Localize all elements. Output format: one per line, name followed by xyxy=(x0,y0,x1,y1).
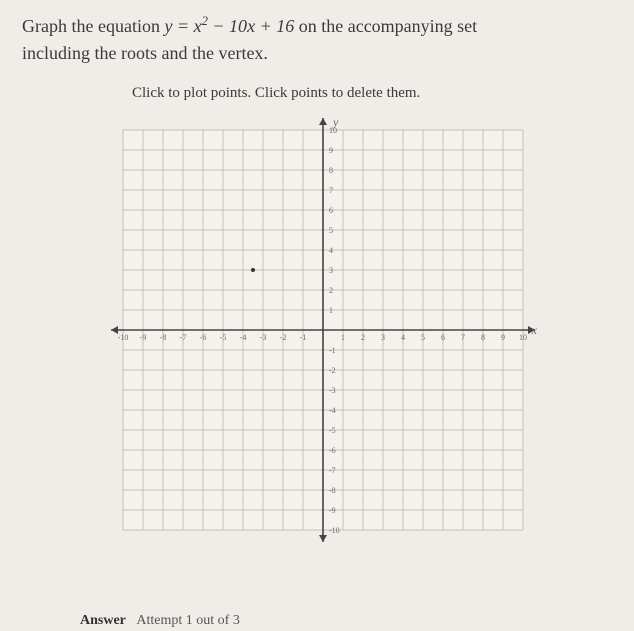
coordinate-plane[interactable]: -10-9-8-7-6-5-4-3-2-11234567891010987654… xyxy=(103,110,543,550)
svg-text:-2: -2 xyxy=(280,333,287,342)
svg-text:9: 9 xyxy=(329,146,333,155)
svg-text:7: 7 xyxy=(329,186,333,195)
svg-text:-3: -3 xyxy=(329,386,336,395)
svg-text:-1: -1 xyxy=(300,333,307,342)
svg-text:-7: -7 xyxy=(180,333,187,342)
svg-text:6: 6 xyxy=(441,333,445,342)
svg-text:-5: -5 xyxy=(220,333,227,342)
problem-line2: including the roots and the vertex. xyxy=(22,43,268,63)
svg-text:x: x xyxy=(531,323,538,337)
problem-prefix: Graph the equation xyxy=(22,16,164,36)
svg-text:2: 2 xyxy=(361,333,365,342)
svg-text:3: 3 xyxy=(381,333,385,342)
svg-text:-6: -6 xyxy=(200,333,207,342)
svg-text:-9: -9 xyxy=(140,333,147,342)
svg-text:-5: -5 xyxy=(329,426,336,435)
svg-text:5: 5 xyxy=(329,226,333,235)
svg-text:y: y xyxy=(332,115,339,129)
svg-text:-10: -10 xyxy=(329,526,340,535)
answer-row: Answer Attempt 1 out of 3 xyxy=(80,613,240,629)
svg-text:-3: -3 xyxy=(260,333,267,342)
svg-text:-7: -7 xyxy=(329,466,336,475)
svg-text:1: 1 xyxy=(341,333,345,342)
graph-svg[interactable]: -10-9-8-7-6-5-4-3-2-11234567891010987654… xyxy=(103,110,543,550)
attempt-text: Attempt 1 out of 3 xyxy=(136,613,239,628)
svg-text:-4: -4 xyxy=(329,406,336,415)
svg-text:-2: -2 xyxy=(329,366,336,375)
svg-text:-10: -10 xyxy=(118,333,129,342)
svg-text:8: 8 xyxy=(481,333,485,342)
answer-label: Answer xyxy=(80,613,126,628)
problem-statement: Graph the equation y = x2 − 10x + 16 on … xyxy=(22,12,624,67)
svg-text:3: 3 xyxy=(329,266,333,275)
svg-text:6: 6 xyxy=(329,206,333,215)
svg-text:1: 1 xyxy=(329,306,333,315)
svg-text:-4: -4 xyxy=(240,333,247,342)
svg-text:-9: -9 xyxy=(329,506,336,515)
svg-text:4: 4 xyxy=(329,246,333,255)
svg-text:-1: -1 xyxy=(329,346,336,355)
svg-text:8: 8 xyxy=(329,166,333,175)
svg-text:9: 9 xyxy=(501,333,505,342)
svg-text:10: 10 xyxy=(519,333,527,342)
svg-text:7: 7 xyxy=(461,333,465,342)
problem-suffix: on the accompanying set xyxy=(294,16,477,36)
svg-text:-8: -8 xyxy=(160,333,167,342)
svg-text:2: 2 xyxy=(329,286,333,295)
svg-text:4: 4 xyxy=(401,333,405,342)
problem-equation: y = x2 − 10x + 16 xyxy=(164,16,294,36)
svg-text:5: 5 xyxy=(421,333,425,342)
plot-instruction: Click to plot points. Click points to de… xyxy=(132,85,624,102)
svg-text:-6: -6 xyxy=(329,446,336,455)
svg-text:-8: -8 xyxy=(329,486,336,495)
